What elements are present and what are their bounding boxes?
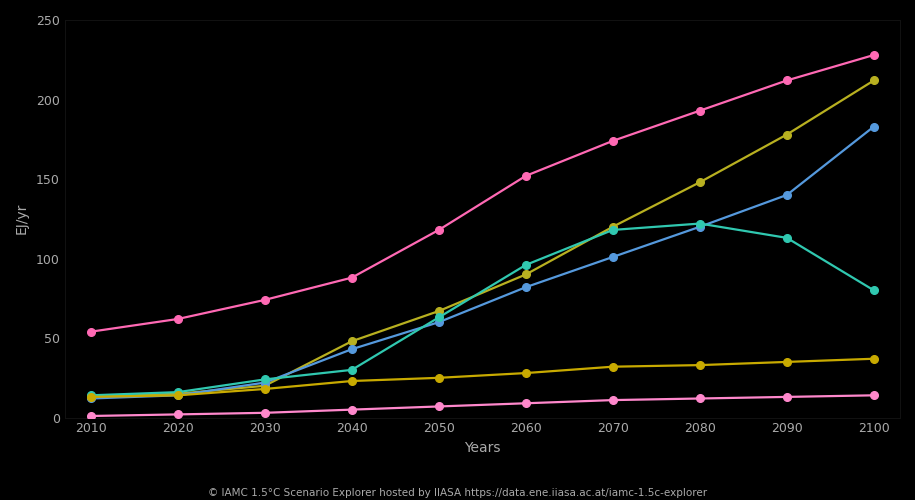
X-axis label: Years: Years — [464, 441, 501, 455]
Y-axis label: EJ/yr: EJ/yr — [15, 203, 29, 234]
Text: © IAMC 1.5°C Scenario Explorer hosted by IIASA https://data.ene.iiasa.ac.at/iamc: © IAMC 1.5°C Scenario Explorer hosted by… — [208, 488, 707, 498]
